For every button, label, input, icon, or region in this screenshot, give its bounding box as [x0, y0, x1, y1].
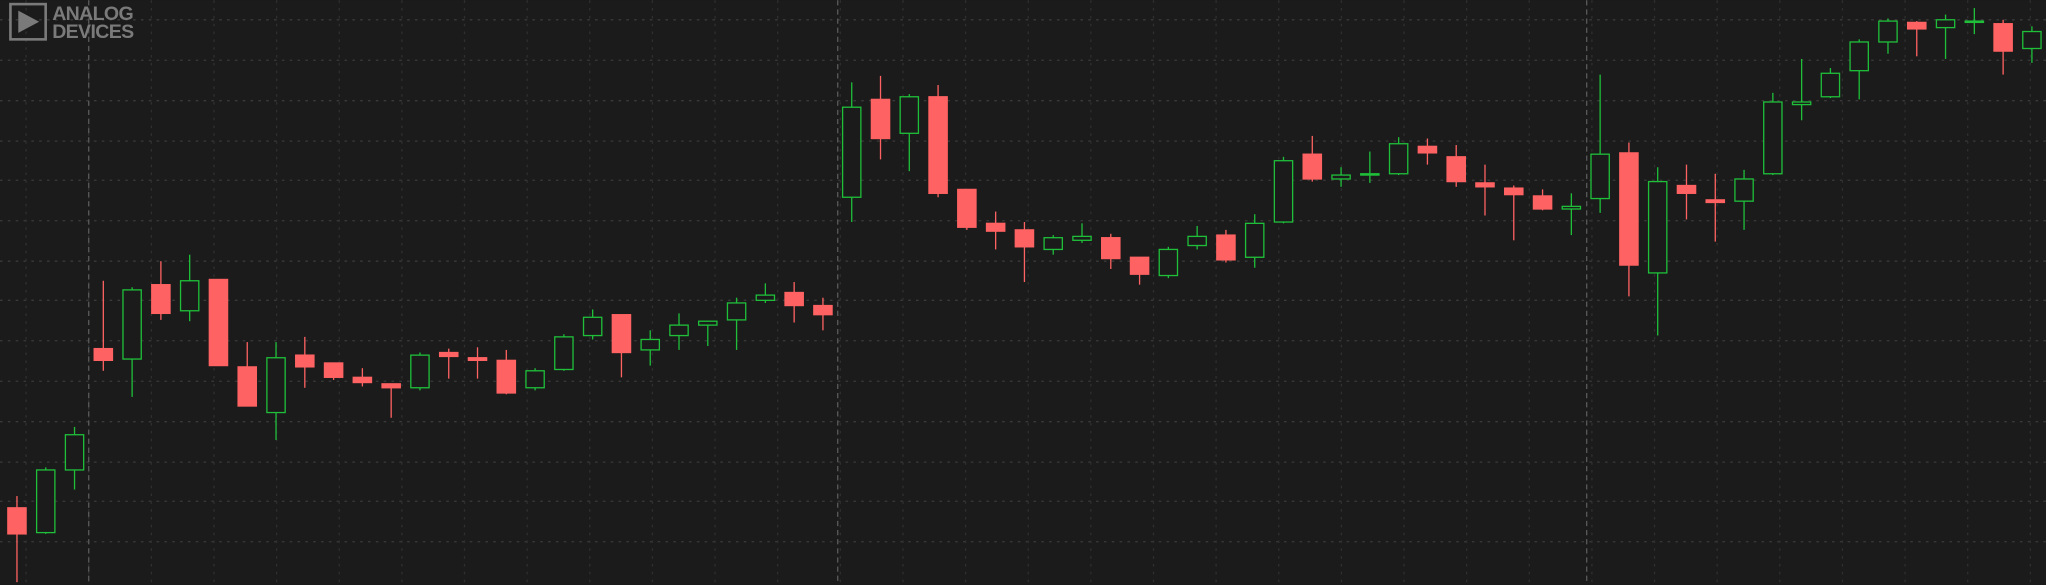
- candle-body: [1503, 187, 1524, 196]
- candle-body: [957, 188, 977, 228]
- candle-body: [1417, 145, 1438, 154]
- candle-body: [1101, 237, 1121, 260]
- candle-body: [1302, 153, 1323, 180]
- candle-body: [525, 370, 545, 389]
- candles: [7, 8, 2042, 583]
- candle-body: [870, 98, 891, 140]
- candle-body: [1935, 19, 1956, 29]
- candle-body: [179, 280, 200, 312]
- candle-body: [1878, 20, 1898, 43]
- candle-body: [295, 354, 315, 368]
- candle-body: [496, 359, 517, 394]
- candle-body: [438, 351, 459, 358]
- candle-body: [1187, 235, 1207, 247]
- candle-body: [1763, 101, 1783, 175]
- candle-body: [1561, 205, 1582, 210]
- logo-box: [9, 2, 47, 41]
- candle-body: [985, 222, 1006, 232]
- candle-body: [1964, 20, 1985, 24]
- candle-body: [1014, 229, 1035, 248]
- candle-body: [1849, 41, 1869, 72]
- candle-body: [813, 304, 833, 316]
- candle-body: [64, 434, 85, 471]
- candle-body: [1331, 174, 1351, 180]
- candle-body: [352, 376, 373, 384]
- candle-body: [1734, 178, 1754, 202]
- candle-body: [7, 507, 27, 535]
- logo-icon: [18, 10, 40, 33]
- candle-body: [928, 96, 948, 194]
- candle-body: [93, 347, 114, 362]
- candle-body: [1216, 234, 1236, 261]
- candle-body: [582, 316, 603, 337]
- candle-body: [669, 324, 689, 337]
- candle-body: [1647, 180, 1668, 274]
- logo-text: DEVICES: [52, 21, 134, 43]
- candle-body: [1129, 256, 1150, 275]
- candle-body: [554, 336, 574, 371]
- candle-body: [1906, 21, 1927, 30]
- candle-body: [640, 338, 661, 351]
- candle-body: [35, 469, 56, 534]
- candle-body: [1993, 23, 2013, 52]
- candle-body: [1043, 237, 1064, 251]
- candle-body: [266, 357, 286, 414]
- candle-body: [899, 96, 920, 134]
- candle-body: [1590, 153, 1610, 200]
- logo: ANALOG DEVICES: [9, 2, 135, 43]
- candle-body: [467, 357, 488, 362]
- candle-body: [323, 362, 344, 378]
- candle-body: [1619, 152, 1639, 266]
- candle-body: [1360, 173, 1380, 176]
- candle-body: [1705, 199, 1726, 204]
- candle-body: [1072, 235, 1092, 241]
- candle-body: [1244, 222, 1265, 258]
- candle-body: [1388, 143, 1409, 175]
- candle-body: [755, 294, 776, 301]
- candle-body: [1676, 184, 1697, 194]
- candle-body: [1532, 195, 1553, 210]
- candle-body: [208, 278, 229, 367]
- candle-body: [1791, 101, 1812, 106]
- candle-body: [1158, 248, 1179, 277]
- candle-body: [1446, 156, 1466, 183]
- candle-body: [611, 314, 632, 354]
- candle-body: [122, 289, 142, 360]
- candle-body: [698, 320, 718, 326]
- candle-body: [237, 366, 258, 407]
- candle-body: [381, 383, 401, 389]
- candle-body: [1475, 182, 1495, 188]
- candle-body: [410, 354, 430, 389]
- candle-body: [841, 106, 862, 198]
- session-separators: [88, 0, 1588, 585]
- candle-body: [784, 291, 804, 307]
- candle-body: [726, 302, 747, 321]
- candle-body: [1273, 160, 1294, 223]
- candle-body: [151, 284, 171, 315]
- candle-body: [2022, 30, 2042, 50]
- candle-body: [1820, 72, 1841, 98]
- logo-text: ANALOG: [52, 3, 133, 25]
